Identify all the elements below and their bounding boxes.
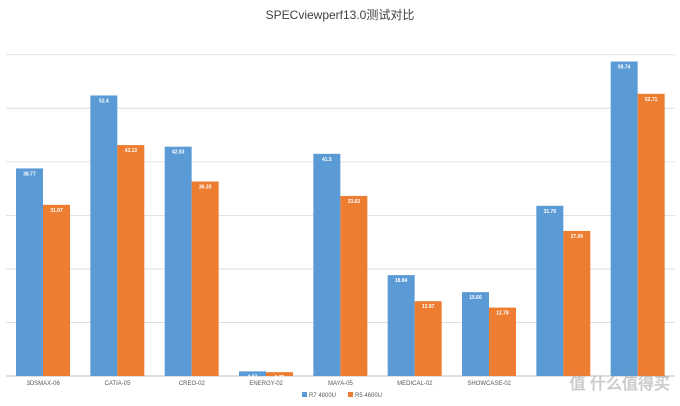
bar bbox=[191, 181, 219, 376]
data-label: 52.4 bbox=[99, 98, 109, 104]
bar bbox=[637, 93, 665, 376]
x-tick-label: 3DSMAX-06 bbox=[26, 381, 60, 387]
data-label: 31.97 bbox=[50, 208, 63, 214]
bar bbox=[387, 275, 415, 376]
bar bbox=[16, 168, 43, 376]
legend-label: R5 4600U bbox=[355, 393, 382, 399]
bar bbox=[610, 61, 638, 376]
bar bbox=[43, 204, 70, 376]
data-label: 33.63 bbox=[348, 199, 361, 205]
x-tick-label: MEDICAL-02 bbox=[397, 381, 433, 387]
bar bbox=[563, 230, 591, 376]
x-tick-label: ENERGY-02 bbox=[249, 381, 283, 387]
legend-label: R7 4800U bbox=[309, 393, 336, 399]
bar bbox=[313, 153, 341, 376]
bar bbox=[266, 372, 293, 376]
bar bbox=[414, 301, 442, 376]
data-label: 31.79 bbox=[544, 209, 557, 215]
data-label: 38.77 bbox=[23, 171, 36, 177]
x-tick-label: MAYA-05 bbox=[328, 381, 353, 387]
data-label: 18.84 bbox=[395, 278, 408, 284]
data-label: 0.72 bbox=[275, 375, 285, 381]
data-label: 0.87 bbox=[248, 374, 258, 380]
bar bbox=[239, 371, 266, 376]
bar bbox=[489, 307, 516, 376]
data-label: 12.78 bbox=[496, 311, 509, 317]
bar bbox=[536, 205, 564, 376]
data-label: 52.71 bbox=[645, 97, 658, 103]
legend-swatch bbox=[348, 392, 353, 397]
data-label: 58.74 bbox=[618, 65, 631, 71]
data-label: 43.13 bbox=[125, 148, 138, 154]
x-tick-label: CATIA-05 bbox=[105, 381, 132, 387]
data-label: 36.33 bbox=[199, 184, 212, 190]
data-label: 42.83 bbox=[172, 150, 185, 156]
bar bbox=[164, 146, 192, 376]
data-label: 13.97 bbox=[422, 304, 435, 310]
bar bbox=[90, 95, 118, 376]
legend-swatch bbox=[302, 392, 307, 397]
bar bbox=[117, 145, 145, 376]
watermark-logo: 值 什么值得买 bbox=[569, 376, 670, 393]
x-tick-label: SHOWCASE-02 bbox=[467, 381, 511, 387]
data-label: 41.5 bbox=[322, 157, 332, 163]
bar bbox=[462, 292, 489, 376]
data-label: 15.66 bbox=[469, 295, 482, 301]
x-tick-label: CREO-02 bbox=[179, 381, 206, 387]
chart-title: SPECviewperf13.0测试对比 bbox=[265, 8, 415, 22]
bar bbox=[340, 195, 368, 376]
data-label: 27.09 bbox=[571, 234, 584, 240]
